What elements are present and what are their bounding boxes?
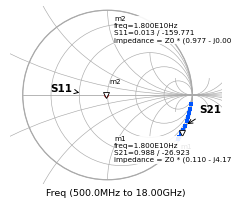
Text: S21: S21 (188, 105, 220, 124)
Text: m2: m2 (109, 79, 121, 85)
Text: m1: m1 (179, 144, 191, 150)
Text: m2
freq=1.800E10Hz
S11=0.013 / -159.771
impedance = Z0 * (0.977 - j0.009): m2 freq=1.800E10Hz S11=0.013 / -159.771 … (114, 16, 231, 44)
Text: Freq (500.0MHz to 18.00GHz): Freq (500.0MHz to 18.00GHz) (46, 189, 185, 198)
Text: m1
freq=1.800E10Hz
S21=0.988 / -26.923
impedance = Z0 * (0.110 - j4.175): m1 freq=1.800E10Hz S21=0.988 / -26.923 i… (114, 136, 231, 163)
Text: S11: S11 (50, 84, 78, 94)
